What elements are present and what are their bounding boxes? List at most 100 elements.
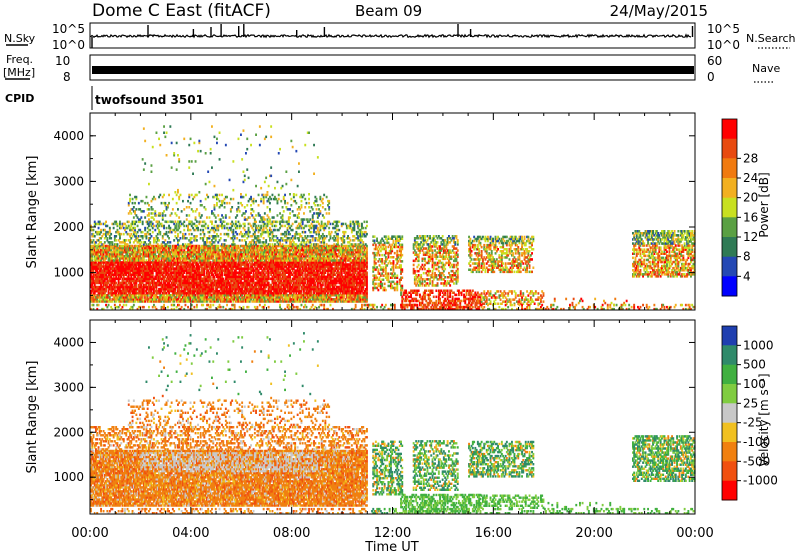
data-cell <box>334 250 337 254</box>
data-cell <box>292 261 295 264</box>
data-cell <box>334 281 337 285</box>
data-cell <box>295 271 298 274</box>
data-cell <box>250 277 252 281</box>
data-cell <box>174 261 177 264</box>
data-cell <box>296 279 299 283</box>
data-cell <box>192 296 194 299</box>
data-cell <box>179 275 182 279</box>
data-cell <box>237 271 240 274</box>
data-cell <box>148 259 150 262</box>
data-cell <box>187 250 189 254</box>
data-cell <box>159 248 162 252</box>
data-cell <box>332 273 334 276</box>
data-cell <box>286 263 289 266</box>
data-cell <box>314 296 317 299</box>
data-cell <box>298 294 300 297</box>
data-cell <box>319 300 322 303</box>
data-cell <box>193 248 196 252</box>
data-cell <box>216 287 218 291</box>
data-cell <box>192 267 194 270</box>
data-cell <box>203 253 206 256</box>
data-cell <box>243 292 246 295</box>
data-cell <box>304 300 307 303</box>
data-cell <box>321 289 324 293</box>
data-cell <box>214 285 217 289</box>
data-cell <box>274 267 276 270</box>
data-cell <box>216 294 218 297</box>
data-cell <box>252 296 255 299</box>
data-cell <box>296 267 299 270</box>
data-cell <box>274 253 276 256</box>
data-cell <box>279 300 281 303</box>
data-cell <box>198 298 201 301</box>
data-cell <box>227 246 230 250</box>
data-cell <box>306 292 309 295</box>
data-cell <box>277 279 280 283</box>
data-cell <box>286 279 289 283</box>
data-cell <box>129 253 131 256</box>
data-cell <box>282 255 285 258</box>
data-cell <box>292 281 295 285</box>
data-cell <box>314 283 317 287</box>
data-cell <box>184 244 187 248</box>
data-cell <box>122 263 125 266</box>
data-cell <box>221 253 223 256</box>
data-cell <box>161 261 164 264</box>
data-cell <box>148 269 150 272</box>
data-cell <box>173 261 176 264</box>
data-cell <box>328 283 331 287</box>
data-cell <box>105 283 107 287</box>
data-cell <box>207 294 210 297</box>
data-cell <box>124 248 126 252</box>
data-cell <box>132 246 135 250</box>
data-cell <box>135 250 138 254</box>
data-cell <box>131 292 134 295</box>
data-cell <box>190 285 193 289</box>
data-cell <box>146 294 149 297</box>
data-cell <box>166 275 169 279</box>
data-cell <box>306 263 309 266</box>
data-cell <box>145 261 148 264</box>
data-cell <box>100 285 102 289</box>
data-cell <box>324 300 327 303</box>
data-cell <box>316 250 319 254</box>
data-cell <box>292 263 295 266</box>
data-cell <box>140 289 143 293</box>
data-cell <box>173 244 176 248</box>
data-cell <box>122 259 125 262</box>
data-cell <box>100 259 102 262</box>
data-cell <box>234 277 237 281</box>
data-cell <box>185 250 188 254</box>
data-cell <box>206 300 208 303</box>
data-cell <box>195 244 198 248</box>
data-cell <box>204 250 207 254</box>
data-cell <box>262 253 265 256</box>
data-cell <box>142 300 145 303</box>
data-cell <box>173 250 176 254</box>
data-cell <box>154 294 157 297</box>
data-cell <box>169 283 172 287</box>
data-cell <box>321 269 324 272</box>
data-cell <box>149 283 152 287</box>
data-cell <box>144 261 147 264</box>
data-cell <box>135 265 138 268</box>
data-cell <box>142 271 145 274</box>
data-cell <box>185 292 188 295</box>
data-cell <box>243 255 246 258</box>
data-cell <box>214 281 217 285</box>
data-cell <box>245 248 247 252</box>
data-cell <box>193 281 196 285</box>
data-cell <box>132 281 135 285</box>
data-cell <box>206 261 208 264</box>
data-cell <box>290 294 293 297</box>
data-cell <box>178 279 181 283</box>
data-cell <box>300 285 303 289</box>
data-cell <box>320 265 323 268</box>
data-cell <box>320 300 323 303</box>
data-cell <box>101 300 104 303</box>
data-cell <box>260 285 263 289</box>
data-cell <box>299 259 302 262</box>
data-cell <box>106 269 109 272</box>
data-cell <box>184 294 187 297</box>
data-cell <box>97 248 100 252</box>
